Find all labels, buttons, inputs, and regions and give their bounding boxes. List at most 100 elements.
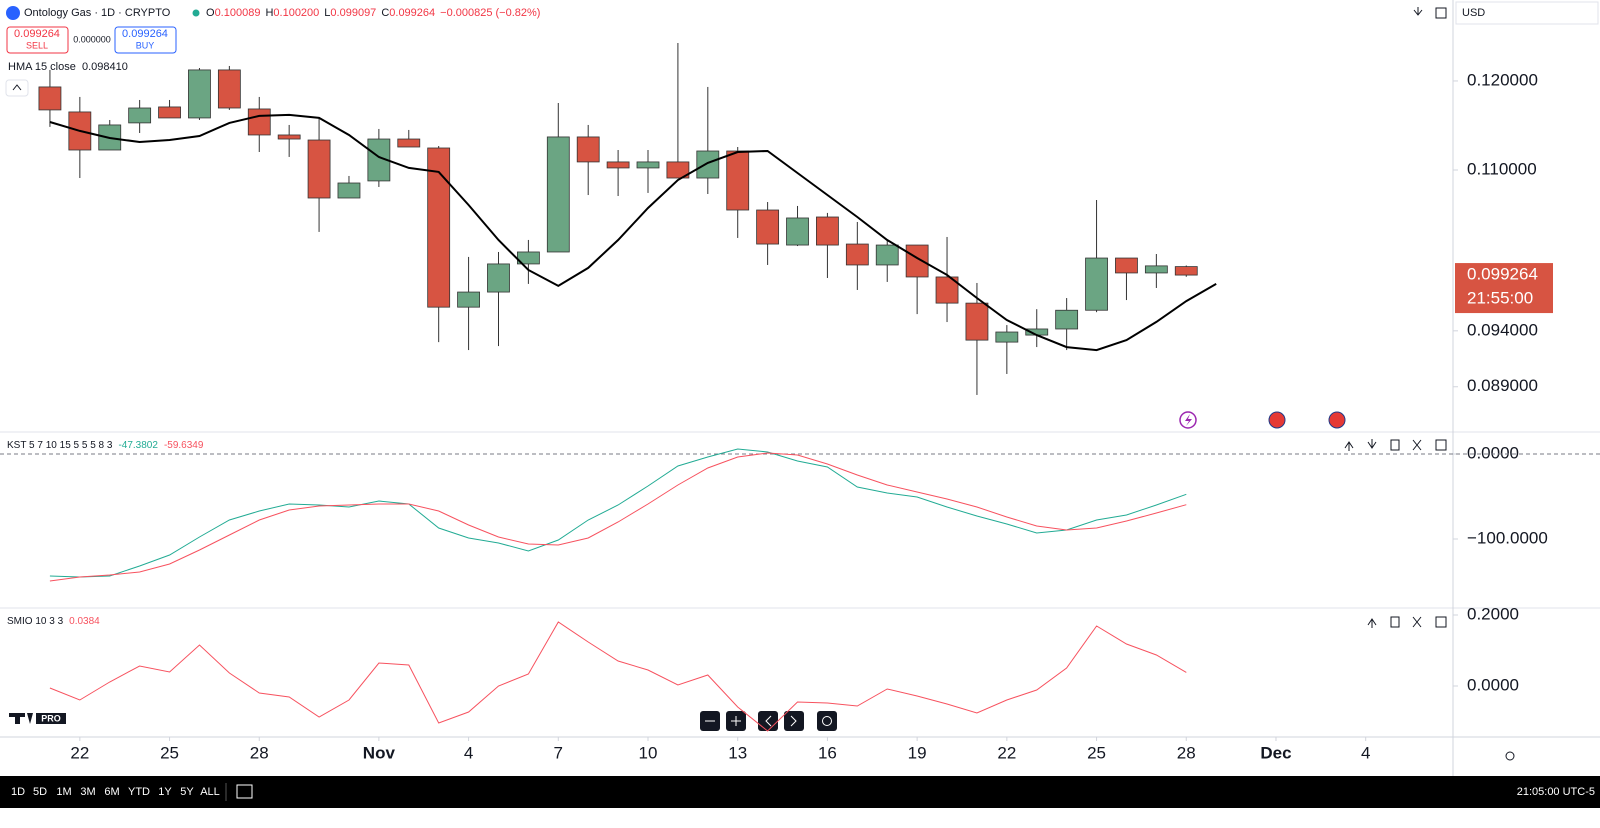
economic-event[interactable] [1268,411,1286,429]
collapse[interactable] [1412,439,1422,451]
change: −0.000825 (−0.82%) [440,7,540,19]
candle-body [1174,266,1198,276]
economic-event[interactable] [1328,411,1346,429]
candle-body [397,138,421,148]
indicator-legend: KST 5 7 10 15 5 5 5 8 3 -47.3802 -59.6349 [7,440,204,451]
countdown: 21:55:00 [1467,289,1533,308]
candle-body [666,161,690,179]
collapse-button[interactable] [5,79,29,97]
ohlc-key: O [206,7,215,19]
candle-body [427,147,451,308]
y-tick-label: 0.2000 [1467,604,1519,623]
candle-body [337,182,361,199]
range-button[interactable]: 5Y [180,786,194,798]
x-tick-label: 16 [818,743,837,762]
hma-line [49,113,1217,352]
candle-body [38,86,62,111]
x-tick-label: 13 [728,743,747,762]
scroll-right-icon [790,715,797,727]
indicator-line [49,448,1187,578]
pane-down-icon[interactable] [1413,7,1423,16]
candle-body [457,291,480,308]
indicator-line [49,452,1187,582]
candle-body [277,134,301,140]
range-button[interactable]: 1Y [158,786,172,798]
x-tick-label: 10 [639,743,658,762]
collapse-icon [12,84,22,91]
range-button[interactable]: 3M [80,786,95,798]
x-tick-label: 4 [1361,743,1370,762]
x-tick-label: 22 [70,743,89,762]
bottom-toolbar [0,776,1600,808]
x-tick-label: 25 [160,743,179,762]
spread: 0.000000 [73,34,111,44]
scroll-left[interactable] [758,711,778,731]
candle-body [188,69,211,119]
delete[interactable] [1390,616,1400,628]
candle-body [1055,309,1079,330]
maximize[interactable] [1435,616,1447,628]
ohlc-legend: O0.100089 H0.100200 L0.099097 C0.099264 −0.0… [206,7,540,19]
candle-body [935,276,959,304]
x-tick-label: 7 [554,743,563,762]
range-button[interactable]: 1D [11,786,25,798]
range-button[interactable]: 6M [104,786,119,798]
range-button[interactable]: YTD [128,786,150,798]
overlay-name: HMA 15 close [8,61,76,73]
ohlc-value: 0.100089 [215,7,261,19]
y-tick-label: 0.120000 [1467,70,1538,89]
candle-body [726,150,750,211]
sell-button[interactable] [6,26,69,54]
range-button[interactable]: 1M [56,786,71,798]
indicator-title: SMIO 10 3 3 [7,616,64,627]
candle-body [965,302,989,341]
y-tick-label: 0.094000 [1467,320,1538,339]
event-icon-bolt [1185,414,1192,426]
candle-body [1144,265,1168,274]
symbol-logo [6,6,20,20]
candle-body [786,217,809,246]
delete[interactable] [1390,439,1400,451]
range-button[interactable]: 5D [33,786,47,798]
candle-body [845,243,869,266]
last-price-box [1455,263,1553,314]
maximize-icon[interactable] [1435,7,1447,19]
x-tick-label: Nov [363,743,396,762]
scroll-left-icon [765,715,772,727]
range-button[interactable]: ALL [200,786,220,798]
logo-text: PRO [41,713,61,723]
settings-icon[interactable] [1505,751,1515,761]
candle-body [217,69,241,109]
indicator-value: -47.3802 [118,440,158,451]
candle-body [576,136,600,163]
candle-body [307,139,331,199]
ohlc-value: 0.100200 [273,7,319,19]
candle-body [816,216,839,246]
reset-icon [822,716,832,726]
move-down[interactable] [1367,439,1377,449]
reset[interactable] [817,711,837,731]
header: Ontology Gas · 1D · CRYPTO [24,7,171,19]
collapse[interactable] [1412,616,1422,628]
sell-label: SELL [26,40,48,50]
y-tick-label: 0.110000 [1467,159,1537,178]
indicator-title: KST 5 7 10 15 5 5 5 8 3 [7,440,113,451]
scroll-right[interactable] [784,711,804,731]
candle-body [756,209,780,245]
maximize[interactable] [1435,439,1447,451]
buy-button[interactable] [114,26,177,54]
candle-body [696,150,720,179]
currency-select[interactable] [1455,1,1599,25]
candle-body [128,107,152,124]
ohlc-value: 0.099264 [389,7,435,19]
move-up[interactable] [1344,441,1354,451]
sell-price: 0.099264 [14,28,60,40]
move-up[interactable] [1367,618,1377,628]
x-tick-label: 25 [1087,743,1106,762]
candle-body [636,161,660,169]
date-range-icon[interactable] [236,784,253,799]
overlay-value: 0.098410 [82,61,128,73]
candle-body [1115,257,1138,274]
clock: 21:05:00 UTC-5 [1517,786,1595,798]
